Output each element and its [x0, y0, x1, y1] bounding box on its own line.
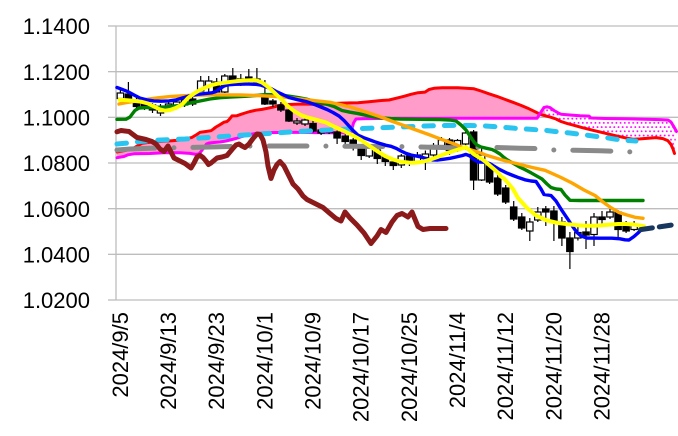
svg-text:1.0800: 1.0800 [23, 151, 90, 176]
svg-text:2024/11/20: 2024/11/20 [541, 312, 566, 420]
svg-text:2024/9/23: 2024/9/23 [204, 312, 229, 410]
svg-text:1.0400: 1.0400 [23, 243, 90, 268]
svg-text:1.1400: 1.1400 [23, 14, 90, 39]
svg-text:2024/9/13: 2024/9/13 [156, 312, 181, 410]
svg-text:2024/11/12: 2024/11/12 [493, 312, 518, 420]
svg-text:2024/10/25: 2024/10/25 [397, 312, 422, 422]
svg-text:1.1000: 1.1000 [23, 106, 90, 131]
svg-text:2024/9/5: 2024/9/5 [108, 312, 133, 398]
svg-text:1.0200: 1.0200 [23, 288, 90, 313]
svg-text:2024/11/28: 2024/11/28 [590, 312, 615, 420]
svg-text:2024/10/17: 2024/10/17 [349, 312, 374, 422]
svg-text:2024/10/1: 2024/10/1 [252, 312, 277, 410]
svg-text:1.1200: 1.1200 [23, 60, 90, 85]
svg-text:2024/11/4: 2024/11/4 [445, 312, 470, 408]
svg-text:2024/10/9: 2024/10/9 [301, 312, 326, 410]
svg-text:1.0600: 1.0600 [23, 197, 90, 222]
